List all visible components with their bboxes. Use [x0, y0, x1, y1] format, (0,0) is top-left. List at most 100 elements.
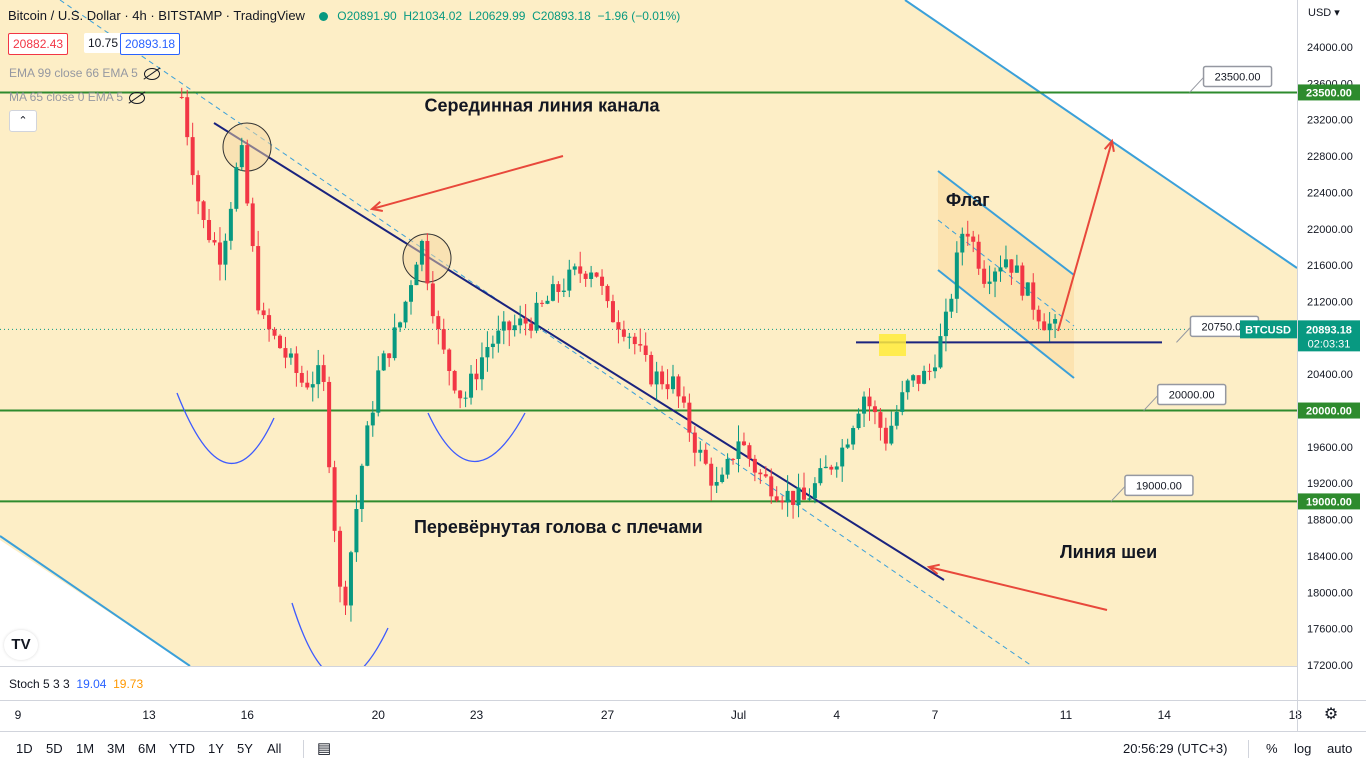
range-6m-button[interactable]: 6M: [138, 741, 157, 756]
candle-body: [414, 264, 419, 286]
candle-body: [943, 311, 948, 337]
bottom-bar-border: [0, 731, 1366, 732]
candle: [518, 305, 523, 334]
annotation-label: Флаг: [946, 190, 990, 210]
candle-body: [747, 445, 752, 459]
candle: [572, 263, 577, 276]
level-price-tag: 23500.00: [1297, 84, 1360, 101]
candle-body: [725, 458, 730, 475]
candle-body: [572, 266, 577, 270]
candle-body: [649, 354, 654, 385]
sell-price-button[interactable]: 20882.43: [8, 33, 69, 55]
ma-indicator-legend[interactable]: MA 65 close 0 EMA 5: [9, 90, 146, 104]
channel-mid-line: [59, 0, 1033, 666]
candle: [288, 348, 293, 365]
mid-line-arrow-head: [369, 200, 384, 212]
candle: [316, 349, 321, 399]
hidden-eye-icon[interactable]: [129, 91, 146, 104]
price-callout: 20000.00: [1143, 383, 1227, 411]
price-tick-label: 19200.00: [1307, 478, 1353, 490]
candle: [883, 417, 888, 451]
clock-time[interactable]: 20:56:29 (UTC+3): [1123, 741, 1228, 756]
candle: [376, 356, 381, 417]
candle: [1025, 282, 1030, 297]
annotations: Серединная линия канала Флаг Перевёрнутая …: [414, 65, 1273, 562]
candle: [474, 358, 479, 391]
percent-scale-button[interactable]: %: [1266, 741, 1278, 756]
candle: [179, 87, 184, 100]
candle-body: [179, 96, 184, 98]
range-5d-button[interactable]: 5D: [46, 741, 63, 756]
range-all-button[interactable]: All: [267, 741, 282, 756]
candle-body: [894, 411, 899, 426]
candle: [600, 269, 605, 295]
price-axis[interactable]: 24000.0023600.0023200.0022800.0022400.00…: [1240, 42, 1360, 672]
range-1d-button[interactable]: 1D: [16, 741, 33, 756]
tradingview-logo[interactable]: TV: [4, 630, 38, 660]
candle-body: [447, 349, 452, 372]
stoch-d-value: 19.73: [113, 677, 144, 691]
candle: [649, 351, 654, 387]
candle: [589, 265, 594, 288]
callout-pointer: [1189, 77, 1204, 93]
range-1m-button[interactable]: 1M: [76, 741, 95, 756]
auto-scale-button[interactable]: auto: [1327, 741, 1353, 756]
hidden-eye-icon[interactable]: [143, 67, 160, 80]
stoch-legend[interactable]: Stoch 5 3 3 19.04 19.73: [9, 677, 143, 691]
range-ytd-button[interactable]: YTD: [169, 741, 195, 756]
candle: [190, 122, 195, 185]
candle: [616, 310, 621, 344]
range-3m-button[interactable]: 3M: [107, 741, 126, 756]
collapse-legend-button[interactable]: ⌃: [9, 110, 37, 132]
candle: [501, 311, 506, 345]
buy-price-button[interactable]: 20893.18: [120, 33, 181, 55]
ema-indicator-label: EMA 99 close 66 EMA 5: [9, 66, 138, 80]
time-axis[interactable]: 9 13 16 20 23 27 Jul 4 7 11 14 18: [15, 708, 1303, 722]
level-tag-bg: [1297, 493, 1360, 510]
level-tag-text: 20000.00: [1306, 406, 1352, 418]
candle-body: [550, 284, 555, 301]
candle-body: [327, 381, 332, 468]
candle: [752, 454, 757, 482]
candle: [1031, 273, 1036, 320]
symbol-title[interactable]: Bitcoin / U.S. Dollar · 4h · BITSTAMP · …: [8, 8, 305, 23]
candle: [922, 365, 927, 385]
candle: [272, 327, 277, 340]
bottom-toolbar: 1D 5D 1M 3M 6M YTD 1Y 5Y All ▤ 20:56:29 …: [0, 731, 1366, 768]
candle: [774, 486, 779, 503]
candle: [1036, 305, 1041, 330]
range-5y-button[interactable]: 5Y: [237, 741, 253, 756]
candle: [687, 393, 692, 442]
candle-body: [1042, 321, 1047, 331]
ema-indicator-legend[interactable]: EMA 99 close 66 EMA 5: [9, 66, 160, 80]
candle-body: [425, 240, 430, 284]
candle-body: [987, 281, 992, 284]
candle-body: [354, 509, 359, 553]
currency-selector[interactable]: USD ▾: [1308, 7, 1340, 19]
candle: [802, 472, 806, 501]
low-value: L20629.99: [468, 9, 526, 23]
pane-separator[interactable]: [0, 666, 1297, 667]
candle-body: [321, 365, 326, 382]
candle-body: [976, 241, 981, 269]
candle: [741, 432, 746, 447]
log-scale-button[interactable]: log: [1294, 741, 1312, 756]
candle-body: [916, 375, 921, 384]
candle-body: [829, 466, 834, 470]
candle-body: [998, 267, 1003, 272]
candle-body: [310, 384, 315, 388]
settings-gear-icon[interactable]: ⚙: [1323, 706, 1339, 723]
candle-body: [1009, 259, 1014, 273]
candle: [529, 317, 534, 339]
candle: [223, 233, 228, 281]
candle-body: [638, 344, 643, 346]
candle-body: [430, 283, 435, 317]
candle-body: [479, 357, 484, 380]
range-1y-button[interactable]: 1Y: [208, 741, 224, 756]
candle: [583, 270, 588, 287]
candle-body: [763, 474, 768, 477]
candle: [561, 278, 566, 297]
candle-body: [485, 347, 490, 358]
date-range-calendar-icon[interactable]: ▤: [317, 740, 332, 757]
